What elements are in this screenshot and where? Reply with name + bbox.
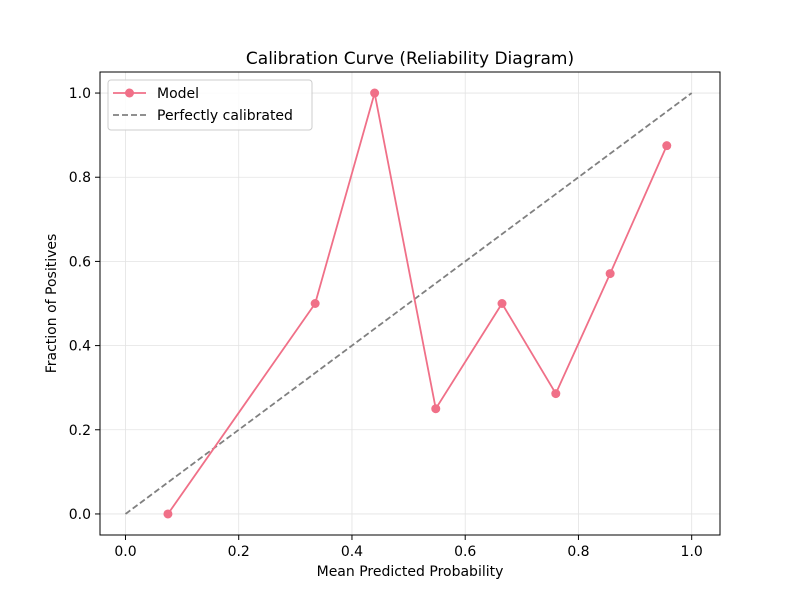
model-point	[163, 509, 173, 519]
legend-perfect-label: Perfectly calibrated	[157, 108, 293, 124]
x-tick-label: 0.2	[228, 544, 250, 560]
x-tick-label: 0.8	[567, 544, 589, 560]
legend-model-marker	[125, 88, 134, 98]
model-line	[167, 92, 668, 515]
y-tick-label: 0.6	[69, 254, 91, 270]
model-point	[605, 269, 615, 279]
perfect-calibration-line	[124, 92, 693, 515]
y-tick-label: 0.4	[69, 339, 91, 355]
model-point	[370, 88, 380, 98]
y-tick-label: 1.0	[69, 86, 91, 102]
model-point	[310, 299, 320, 308]
x-tick-label: 0.6	[454, 544, 476, 560]
model-point	[497, 299, 507, 308]
x-tick-label: 0.4	[341, 544, 363, 560]
y-tick-label: 0.0	[69, 507, 91, 523]
chart-title: Calibration Curve (Reliability Diagram)	[246, 49, 574, 69]
ticks: 0.0 0.2 0.4 0.6 0.8 1.0 0.0 0.2 0.4 0.6 0.8 1.0	[69, 86, 703, 560]
legend-model-label: Model	[157, 86, 199, 102]
x-tick-label: 1.0	[681, 544, 703, 560]
y-axis-label: Fraction of Positives	[44, 234, 60, 374]
legend-box	[107, 79, 313, 131]
x-tick-label: 0.0	[114, 544, 136, 560]
model-point	[551, 389, 561, 399]
y-tick-label: 0.2	[69, 423, 91, 439]
y-tick-label: 0.8	[69, 170, 91, 186]
plot-frame	[99, 71, 721, 536]
x-axis-label: Mean Predicted Probability	[317, 564, 504, 580]
model-point	[662, 141, 672, 151]
model-point	[431, 404, 441, 414]
legend: Model Perfectly calibrated	[107, 79, 313, 131]
series-layer	[124, 88, 693, 519]
